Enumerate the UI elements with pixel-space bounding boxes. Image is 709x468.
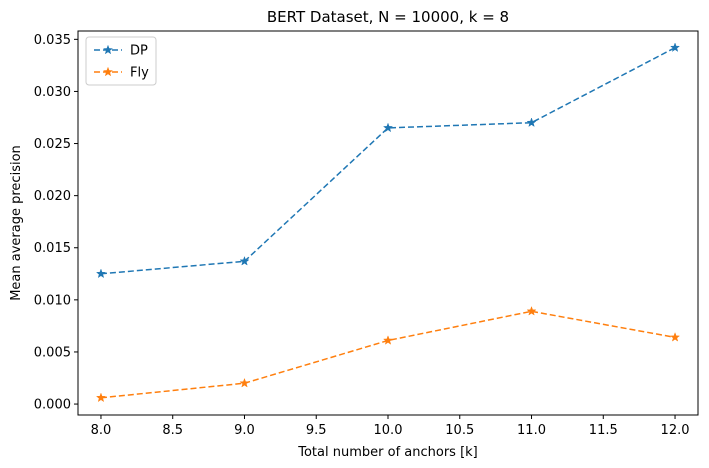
data-point-fly (239, 377, 250, 388)
legend: DP Fly (85, 36, 157, 86)
x-axis-label: Total number of anchors [k] (297, 445, 478, 460)
x-tick-label: 8.0 (91, 423, 112, 438)
data-point-fly (382, 335, 394, 345)
y-tick-label: 0.020 (34, 189, 71, 204)
legend-label-dp: DP (130, 44, 148, 59)
data-point-dp (382, 122, 394, 133)
data-point-fly (526, 305, 537, 316)
data-point-dp (95, 268, 107, 279)
chart-title: BERT Dataset, N = 10000, k = 8 (267, 8, 509, 26)
data-point-fly (669, 332, 681, 342)
x-tick-label: 11.5 (589, 423, 618, 438)
legend-label-fly: Fly (130, 66, 149, 81)
y-tick-label: 0.015 (34, 241, 71, 256)
y-tick-label: 0.005 (34, 345, 71, 360)
y-axis-label: Mean average precision (9, 145, 24, 301)
data-point-dp (669, 42, 681, 52)
legend-marker-fly (102, 66, 114, 77)
plot-frame (77, 30, 699, 416)
y-tick-label: 0.025 (34, 137, 71, 152)
x-axis: 8.0 8.5 9.0 9.5 10.0 10.5 11.0 11.5 12.0 (91, 415, 690, 438)
y-tick-label: 0.010 (34, 293, 71, 308)
x-tick-label: 12.0 (661, 423, 690, 438)
y-axis: 0.000 0.005 0.010 0.015 0.020 0.025 0.030 0.035 (34, 33, 78, 413)
data-point-dp (239, 255, 250, 266)
series-line-fly (100, 310, 676, 399)
x-tick-label: 10.5 (445, 423, 474, 438)
data-point-fly (95, 392, 107, 403)
x-tick-label: 10.0 (374, 423, 403, 438)
legend-marker-dp (102, 44, 114, 55)
y-tick-label: 0.030 (34, 85, 71, 100)
legend-box (85, 36, 157, 86)
series-layer (95, 42, 681, 403)
x-tick-label: 9.0 (234, 423, 255, 438)
data-point-dp (526, 117, 537, 128)
x-tick-label: 8.5 (162, 423, 183, 438)
y-tick-label: 0.000 (34, 398, 71, 413)
x-tick-label: 9.5 (306, 423, 327, 438)
x-tick-label: 11.0 (517, 423, 546, 438)
y-tick-label: 0.035 (34, 33, 71, 48)
plot-area (78, 31, 698, 415)
